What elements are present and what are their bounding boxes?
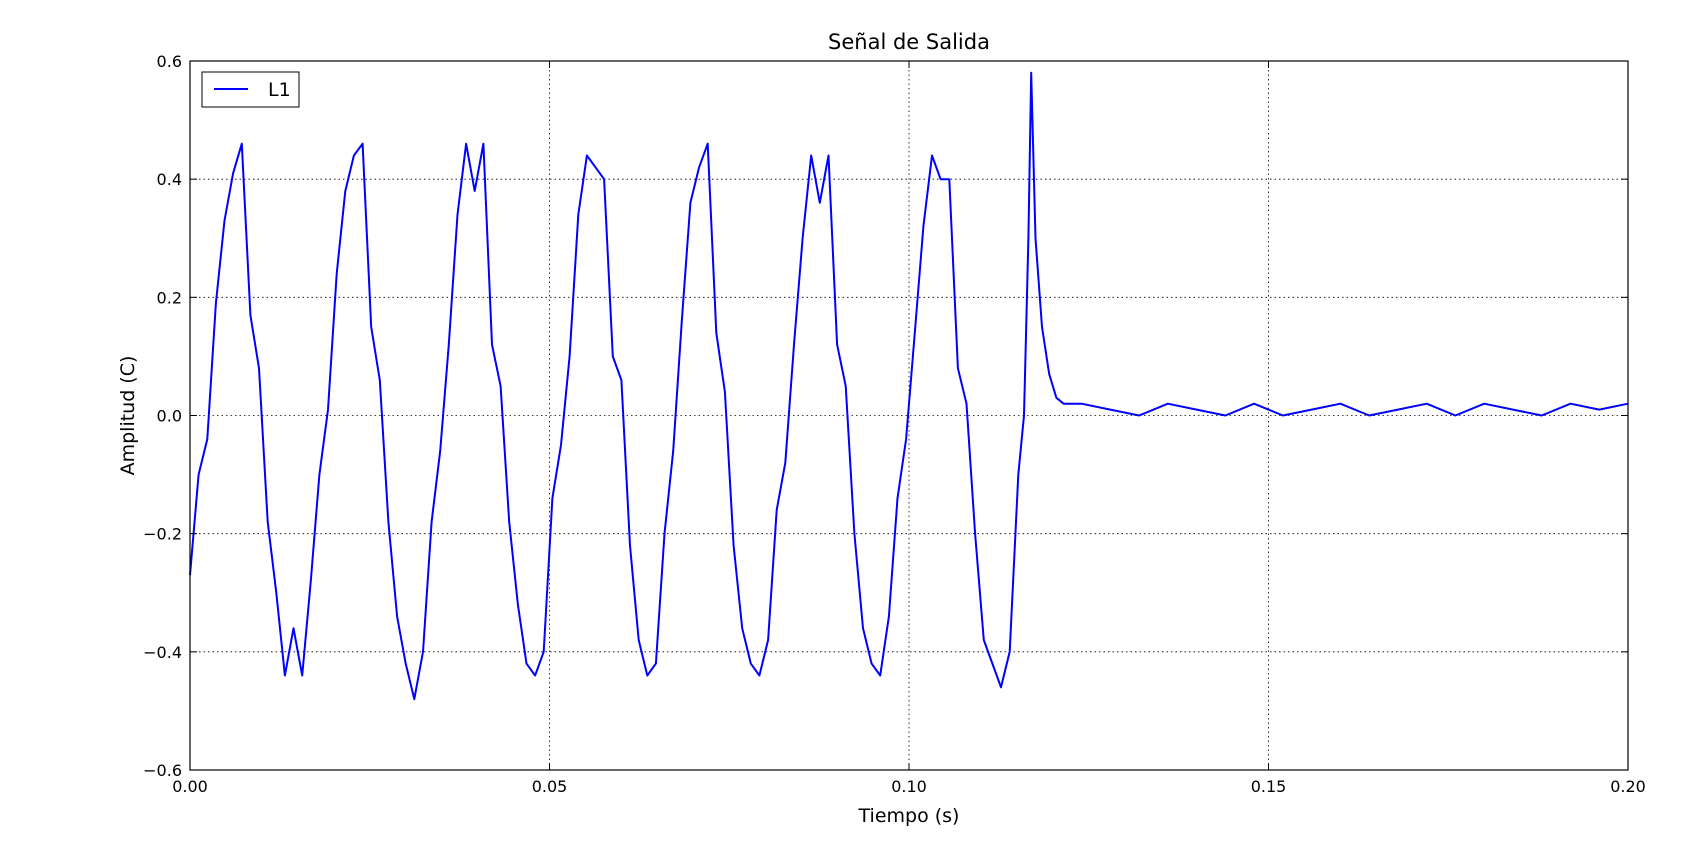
series-line-l1 (189, 71, 1629, 701)
y-tick-label: −0.4 (143, 643, 182, 662)
x-tick-label: 0.00 (172, 777, 208, 796)
ticks: 0.00 0.05 0.10 0.15 0.20 −0.6 −0.4 −0.2 0.0 0.2 0.… (143, 52, 1646, 796)
series-layer (189, 71, 1629, 701)
x-tick-label: 0.20 (1610, 777, 1646, 796)
y-tick-label: −0.6 (143, 761, 182, 780)
y-tick-label: 0.2 (157, 288, 182, 307)
y-axis-title: Amplitud (C) (117, 356, 139, 476)
x-axis-title: Tiempo (s) (858, 805, 960, 827)
chart-title: Señal de Salida (828, 30, 990, 54)
legend: L1 (201, 71, 300, 108)
legend-label: L1 (268, 79, 291, 101)
y-tick-label: −0.2 (143, 525, 182, 544)
x-tick-label: 0.05 (532, 777, 568, 796)
x-tick-label: 0.15 (1251, 777, 1287, 796)
y-tick-label: 0.6 (157, 52, 182, 71)
y-tick-label: 0.4 (157, 170, 182, 189)
y-tick-label: 0.0 (157, 407, 182, 426)
x-tick-label: 0.10 (891, 777, 927, 796)
